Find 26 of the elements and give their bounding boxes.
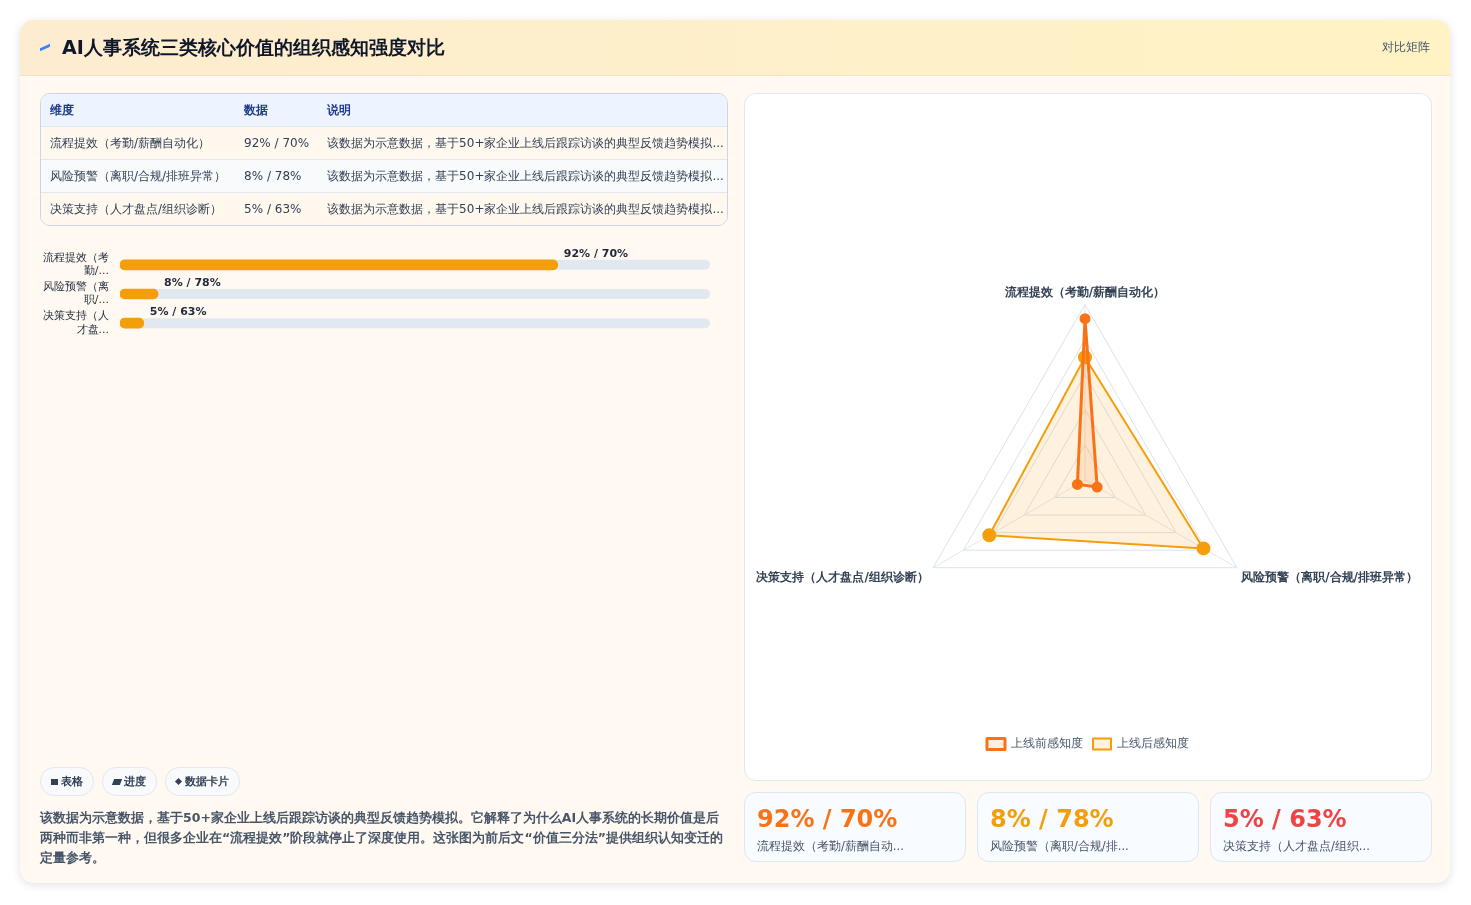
text: 对比矩阵: [1382, 40, 1430, 54]
table-row: 流程提效（考勤/薪酬自动化） 92% / 70% 该数据为示意数据，基于50+家企业上线后跟踪访谈的典型反馈趋势模拟...: [41, 126, 727, 160]
legend-label: 上线后感知度: [1117, 736, 1189, 751]
text: 8% / 78%: [990, 805, 1115, 833]
data-label: 92% / 70%: [563, 246, 629, 260]
text: 数据卡片: [185, 774, 229, 789]
text: 进度: [124, 774, 146, 789]
spoke-label: 流程提效（考勤/薪酬自动化）: [1003, 284, 1166, 299]
data-label: 8% / 78%: [164, 275, 221, 289]
spoke-label: 决策支持（人才盘点/组织诊断）: [756, 569, 929, 584]
table-row: 风险预警（离职/合规/排班异常） 8% / 78% 该数据为示意数据，基于50+家企业上线后跟踪访谈的典型反馈趋势模拟...: [41, 159, 727, 193]
text: 92% / 70%: [757, 805, 899, 833]
y-tick-label: 风险预警（离职/...: [43, 280, 109, 307]
text: 该数据为示意数据，基于50+家企业上线后跟踪访谈的典型反馈趋势模拟。它解释了为什么AI人事系统的长期价值是后两种而非第一种，但很多企业在“流程提效”阶段就停止了深度使用。这张图为前后文“价值三分法”提供组织认知变迁的定量参考。: [40, 809, 724, 867]
y-tick-label: 决策支持（人才盘...: [43, 309, 109, 336]
legend-label: 上线前感知度: [1011, 736, 1083, 751]
text: 5% / 63%: [1223, 805, 1348, 833]
y-tick-label: 流程提效（考勤/...: [43, 251, 109, 278]
text: 决策支持（人才盘点/组织...: [1223, 839, 1371, 854]
text: 表格: [61, 774, 83, 789]
table-header: 维度 数据 说明: [41, 94, 727, 127]
text: 风险预警（离职/合规/排...: [990, 839, 1130, 854]
spoke-label: 风险预警（离职/合规/排班异常）: [1240, 569, 1418, 584]
text: 流程提效（考勤/薪酬自动...: [757, 839, 905, 854]
data-label: 5% / 63%: [149, 305, 207, 319]
text: AI人事系统三类核心价值的组织感知强度对比: [62, 34, 445, 60]
